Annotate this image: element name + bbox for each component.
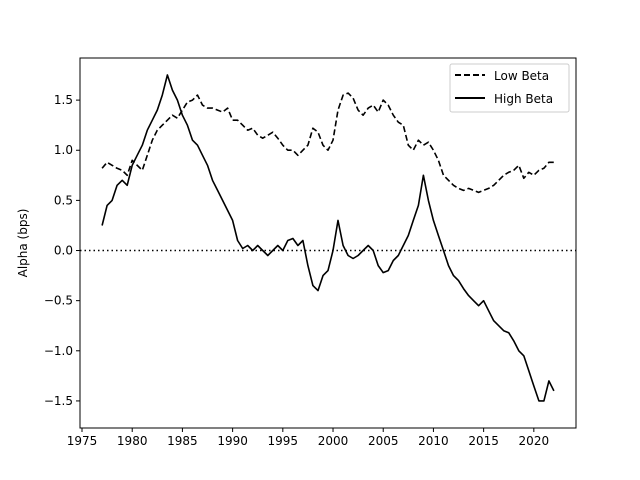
legend: Low Beta High Beta [449, 63, 570, 113]
x-tick-label: 2005 [368, 434, 399, 448]
x-tick-label: 1985 [167, 434, 198, 448]
y-tick-label: −1.0 [44, 344, 73, 358]
y-axis-label: Alpha (bps) [16, 209, 30, 278]
y-axis-ticks: −1.5 −1.0 −0.5 0.0 0.5 1.0 1.5 [44, 93, 80, 408]
x-axis-ticks: 1975 1980 1985 1990 1995 2000 2005 2010 2015 2020 [67, 428, 549, 448]
plot-frame [79, 57, 577, 429]
y-tick-label: −0.5 [44, 294, 73, 308]
y-tick-label: 1.0 [54, 143, 73, 157]
y-tick-label: 1.5 [54, 93, 73, 107]
legend-label-high-beta: High Beta [494, 92, 553, 106]
y-tick-label: 0.5 [54, 193, 73, 207]
y-tick-label: −1.5 [44, 394, 73, 408]
x-tick-label: 2020 [519, 434, 550, 448]
x-tick-label: 2000 [318, 434, 349, 448]
series-layer [101, 74, 555, 402]
x-tick-label: 2015 [468, 434, 499, 448]
y-tick-label: 0.0 [54, 244, 73, 258]
series-line-low-beta [101, 92, 554, 194]
x-tick-label: 1995 [268, 434, 299, 448]
legend-label-low-beta: Low Beta [494, 69, 549, 83]
x-tick-label: 1975 [67, 434, 98, 448]
series-line-high-beta [101, 74, 555, 402]
x-tick-label: 1990 [217, 434, 248, 448]
x-tick-label: 2010 [418, 434, 449, 448]
x-tick-label: 1980 [117, 434, 148, 448]
legend-box [449, 63, 570, 113]
